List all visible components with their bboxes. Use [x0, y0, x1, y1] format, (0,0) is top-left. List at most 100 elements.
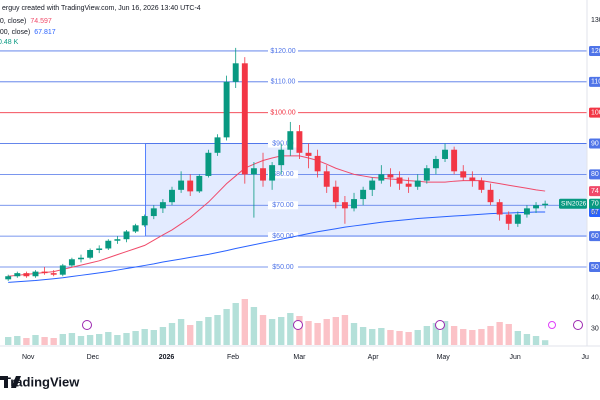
y-tick-label: 90	[591, 140, 599, 147]
candle-body	[314, 155, 321, 172]
candle-body	[469, 177, 476, 181]
candle-body	[205, 152, 212, 176]
volume-bar	[77, 336, 85, 345]
event-icon[interactable]	[435, 320, 445, 330]
volume-bar	[86, 335, 94, 345]
ma-line	[8, 211, 546, 283]
candle-body	[451, 149, 458, 172]
event-icon[interactable]	[573, 320, 583, 330]
candle-body	[405, 183, 412, 187]
y-tick-box	[589, 76, 600, 87]
event-icon[interactable]	[82, 320, 92, 330]
y-tick-box	[589, 138, 600, 149]
level-label-bg	[268, 139, 298, 148]
volume-bar	[59, 334, 66, 345]
event-icon[interactable]	[548, 321, 556, 329]
volume-bar	[23, 338, 30, 345]
volume-bar	[487, 326, 494, 345]
volume-bar	[105, 332, 112, 345]
candle-body	[250, 168, 257, 175]
level-label: $70.00	[272, 202, 294, 209]
level-label: $90.00	[272, 140, 294, 147]
volume-bar	[159, 327, 167, 345]
level-label-bg	[268, 262, 298, 271]
candle-body	[223, 81, 230, 138]
volume-bar	[369, 329, 376, 345]
y-tick-label: 40.00	[591, 295, 600, 302]
candle-body	[232, 63, 239, 82]
volume-bar	[532, 336, 540, 345]
volume-bar	[496, 322, 503, 345]
candle-body	[260, 168, 266, 181]
volume-bar	[387, 330, 394, 345]
y-tick-label: 30	[591, 326, 599, 333]
x-tick-label: Jun	[509, 354, 520, 361]
legend-name: 200, close)	[0, 29, 30, 36]
candle-body	[87, 250, 94, 258]
candle-body	[487, 189, 494, 203]
candle-body	[132, 225, 139, 232]
volume-bar	[223, 309, 230, 345]
level-label-bg	[268, 77, 298, 86]
candle-body	[178, 180, 185, 190]
candle-body	[214, 137, 221, 153]
volume-bar	[268, 319, 276, 345]
ma-tag-box	[589, 207, 600, 218]
candle-body	[341, 202, 348, 209]
y-tick-label: 100	[591, 110, 600, 117]
level-label: $110.00	[271, 79, 296, 86]
level-label-bg	[268, 46, 298, 55]
candle-body	[114, 239, 121, 241]
candle-body	[387, 174, 394, 178]
candle-body	[59, 265, 66, 275]
volume-bar	[460, 329, 467, 345]
symbol-tag-box	[559, 198, 587, 209]
candle-body	[169, 189, 175, 203]
volume-bar	[205, 317, 212, 345]
volume-bar	[423, 326, 431, 345]
candle-body	[378, 174, 385, 181]
candle-body	[78, 257, 84, 260]
candle-body	[505, 214, 512, 224]
ma-line	[8, 155, 546, 277]
level-label: $50.00	[272, 264, 294, 271]
legend-value: 67.817	[34, 29, 56, 36]
volume-bar	[523, 334, 531, 345]
volume-bar	[396, 331, 403, 345]
volume-bar	[168, 323, 176, 345]
volume-bar	[141, 329, 148, 345]
symbol-tag: SIN2026	[561, 200, 587, 207]
candle-body	[269, 165, 276, 181]
candle-body	[14, 273, 21, 277]
candle-body	[478, 180, 485, 190]
candle-body	[369, 180, 376, 190]
candle-body	[123, 231, 130, 240]
volume-bar	[505, 324, 512, 345]
volume-bar	[314, 323, 321, 345]
candle-body	[514, 214, 521, 224]
candle-body	[460, 171, 467, 178]
volume-bar	[250, 307, 258, 345]
candle-body	[542, 203, 549, 206]
volume-bar	[450, 326, 458, 345]
event-icons	[82, 320, 583, 330]
level-label-bg	[268, 108, 298, 117]
volume-bar	[132, 331, 139, 345]
volume-bar	[305, 321, 312, 345]
level-label: $100.00	[270, 110, 295, 117]
candle-body	[196, 175, 203, 192]
volume-bar	[232, 303, 239, 345]
volume-bar	[241, 299, 248, 345]
y-tick-label: 80	[591, 171, 599, 178]
x-tick-label: Nov	[22, 354, 35, 361]
volume-bar	[259, 315, 267, 345]
candle-body	[351, 199, 357, 209]
candle-body	[323, 171, 330, 187]
volume-bar	[278, 317, 285, 345]
event-icon[interactable]	[293, 320, 303, 330]
volume-bar	[350, 323, 358, 345]
candle-body	[150, 208, 157, 217]
volume-legend: 0.48 K	[0, 39, 19, 46]
y-tick-label: 130	[591, 17, 600, 24]
candle-body	[68, 259, 75, 266]
